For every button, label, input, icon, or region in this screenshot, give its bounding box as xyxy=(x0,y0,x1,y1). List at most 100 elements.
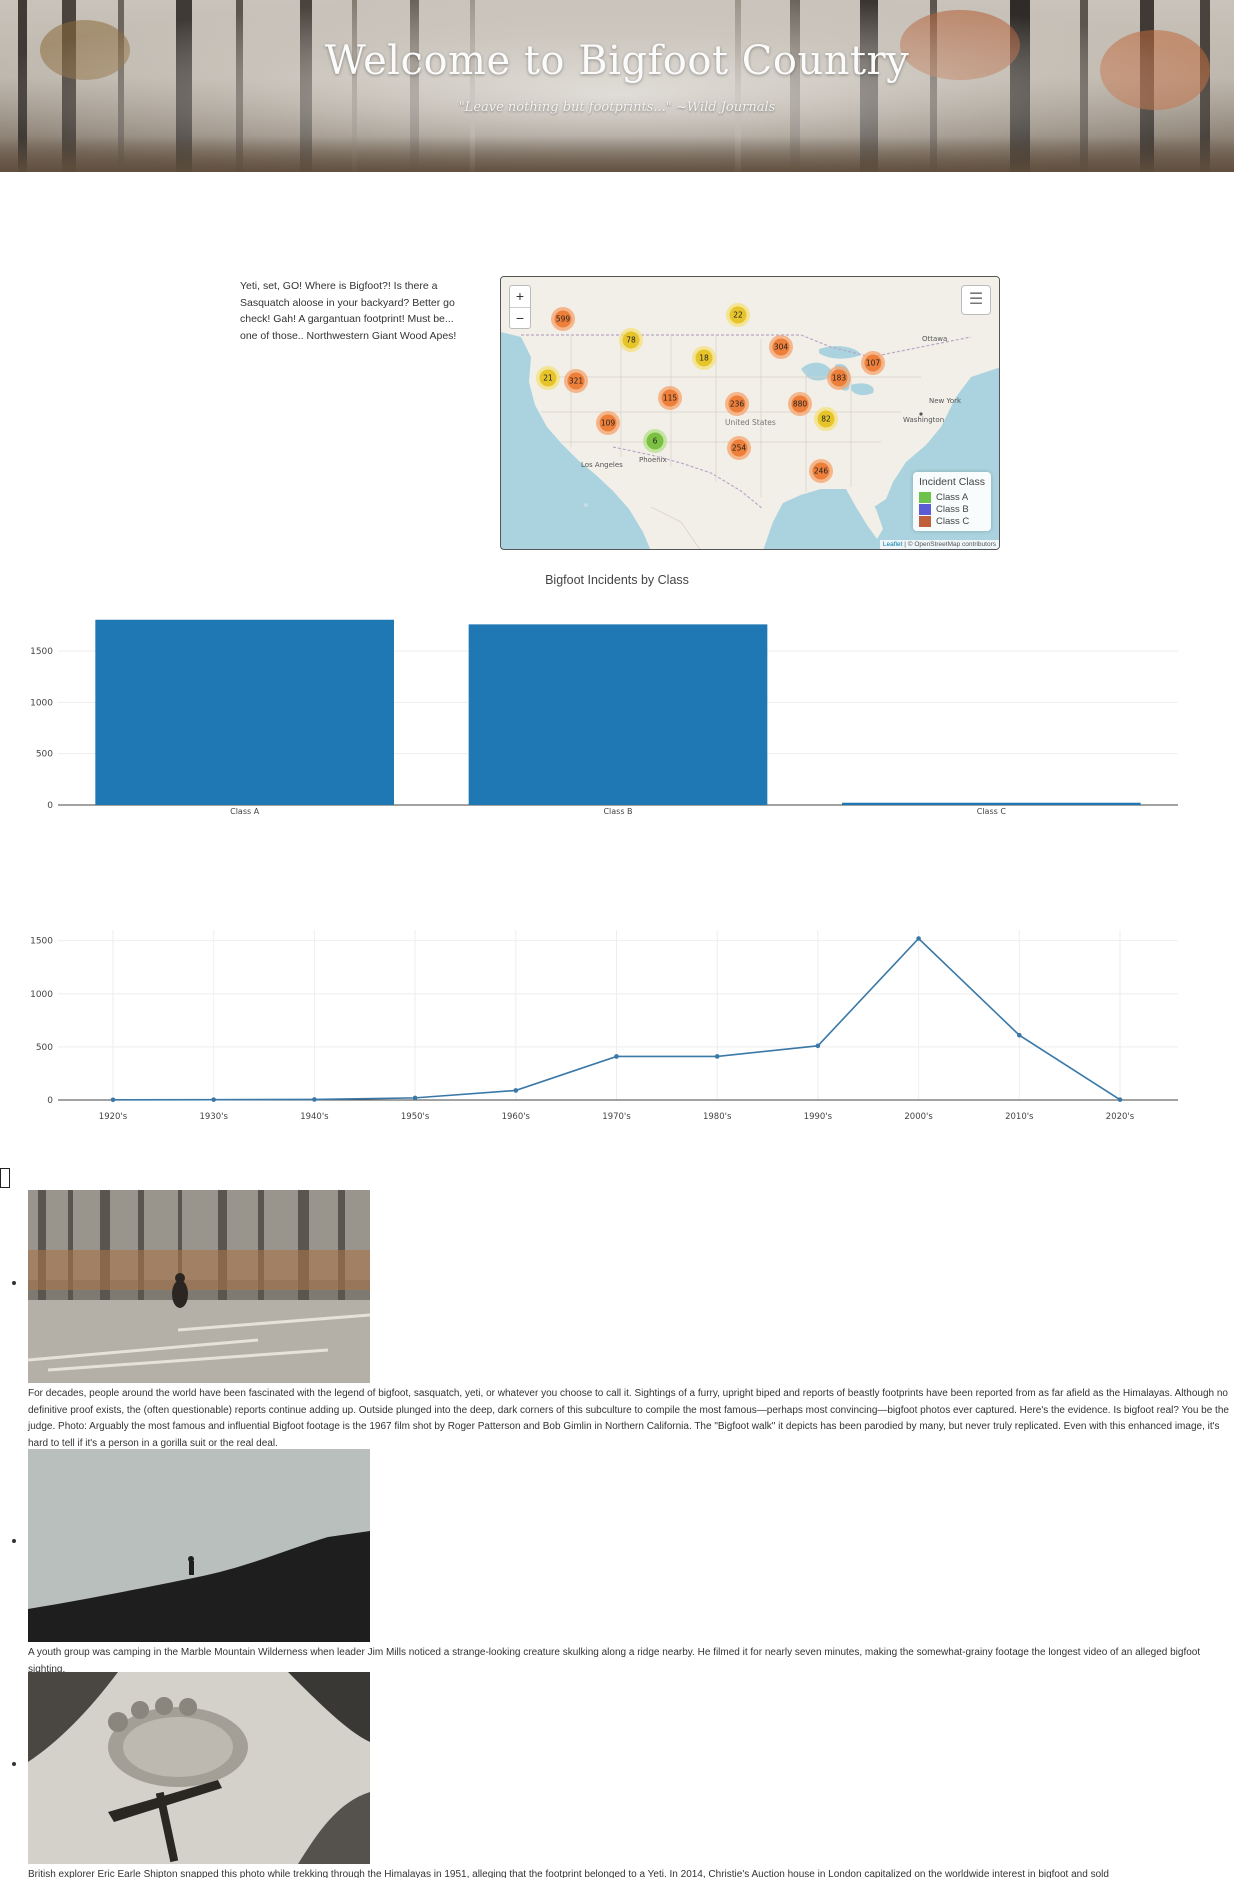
cluster-count: 22 xyxy=(733,311,743,320)
data-point[interactable] xyxy=(110,1097,116,1103)
y-tick-label: 500 xyxy=(36,1043,53,1053)
bar[interactable] xyxy=(95,619,394,805)
cluster-count: 82 xyxy=(821,415,831,424)
data-point[interactable] xyxy=(916,936,921,941)
legend-item: Class C xyxy=(919,515,985,527)
marker-cluster[interactable]: 236 xyxy=(725,392,749,416)
legend-label: Class A xyxy=(936,491,969,503)
intro-text: Yeti, set, GO! Where is Bigfoot?! Is the… xyxy=(240,280,457,342)
zoom-control: + − xyxy=(509,285,531,329)
data-point[interactable] xyxy=(1117,1097,1123,1102)
zoom-in-button[interactable]: + xyxy=(515,288,525,304)
place-label-washington: Washington xyxy=(903,416,944,424)
bigfoot-film-photo xyxy=(28,1190,370,1383)
osm-attribution[interactable]: | © OpenStreetMap contributors xyxy=(904,541,996,548)
cluster-count: 109 xyxy=(601,419,616,428)
x-tick-label: Class A xyxy=(230,807,260,816)
map-canvas[interactable]: Ottawa New York Washington United States… xyxy=(501,277,1000,550)
cluster-count: 599 xyxy=(556,315,571,324)
cluster-count: 183 xyxy=(832,374,847,383)
data-point[interactable] xyxy=(513,1088,519,1093)
gallery-caption: For decades, people around the world hav… xyxy=(28,1388,1229,1449)
gallery-caption: A youth group was camping in the Marble … xyxy=(28,1647,1201,1675)
legend-item: Class B xyxy=(919,503,985,515)
x-tick-label: 2000's xyxy=(904,1112,933,1122)
layers-icon[interactable]: ☰ xyxy=(961,285,991,315)
data-point[interactable] xyxy=(211,1097,216,1102)
zoom-out-button[interactable]: − xyxy=(510,307,530,328)
cluster-count: 254 xyxy=(732,444,747,453)
legend-swatch-a xyxy=(919,491,931,503)
cluster-count: 78 xyxy=(626,336,636,345)
ridge-silhouette-photo xyxy=(28,1449,370,1642)
cluster-count: 6 xyxy=(653,437,658,446)
marker-cluster[interactable]: 880 xyxy=(788,392,812,416)
marker-cluster[interactable]: 254 xyxy=(727,436,751,460)
data-point[interactable] xyxy=(714,1054,720,1059)
bar-chart: 0 500 1000 1500 Class A Class B Class C xyxy=(30,619,1178,816)
cluster-count: 21 xyxy=(543,374,553,383)
marker-cluster[interactable]: 78 xyxy=(619,328,643,352)
snow-footprint-photo xyxy=(28,1672,370,1864)
y-tick-label: 500 xyxy=(36,750,53,760)
x-tick-label: Class B xyxy=(603,807,632,816)
legend-title: Incident Class xyxy=(919,476,985,488)
y-tick-label: 1000 xyxy=(30,990,53,1000)
page-title: Welcome to Bigfoot Country xyxy=(324,38,910,84)
cluster-count: 880 xyxy=(793,400,808,409)
list-bullet xyxy=(12,1762,16,1766)
legend-swatch-b xyxy=(919,503,931,515)
legend-item: Class A xyxy=(919,491,985,503)
marker-cluster[interactable]: 109 xyxy=(596,411,620,435)
gallery-caption: British explorer Eric Earle Shipton snap… xyxy=(28,1869,1109,1878)
marker-cluster[interactable]: 115 xyxy=(658,386,682,410)
marker-cluster[interactable]: 599 xyxy=(551,307,575,331)
cluster-count: 304 xyxy=(774,343,789,352)
marker-cluster[interactable]: 183 xyxy=(827,366,851,390)
place-label-los-angeles: Los Angeles xyxy=(581,461,623,469)
x-tick-label: 1930's xyxy=(199,1112,228,1122)
x-tick-label: 1980's xyxy=(703,1112,732,1122)
legend-swatch-c xyxy=(919,515,931,527)
cluster-count: 18 xyxy=(699,354,709,363)
header-banner: Welcome to Bigfoot Country "Leave nothin… xyxy=(0,0,1234,172)
leaflet-link[interactable]: Leaflet xyxy=(882,541,903,548)
marker-cluster[interactable]: 107 xyxy=(861,351,885,375)
y-tick-label: 1500 xyxy=(30,647,53,657)
data-point[interactable] xyxy=(815,1043,821,1049)
map-attribution: Leaflet | © OpenStreetMap contributors xyxy=(879,540,999,549)
list-bullet xyxy=(12,1281,16,1285)
y-tick-label: 0 xyxy=(47,801,53,811)
marker-cluster[interactable]: 304 xyxy=(769,335,793,359)
carousel-control[interactable] xyxy=(0,1168,10,1188)
marker-cluster[interactable]: 6 xyxy=(643,429,667,453)
place-label-new-york: New York xyxy=(929,397,962,405)
incident-map[interactable]: Ottawa New York Washington United States… xyxy=(500,276,1000,550)
data-point[interactable] xyxy=(412,1095,418,1101)
legend-label: Class C xyxy=(936,515,970,527)
cluster-count: 321 xyxy=(569,377,584,386)
x-tick-label: 1960's xyxy=(502,1112,531,1122)
x-tick-label: 1990's xyxy=(804,1112,833,1122)
legend-label: Class B xyxy=(936,503,969,515)
data-point[interactable] xyxy=(312,1097,317,1102)
bar-chart-title: Bigfoot Incidents by Class xyxy=(545,573,689,587)
marker-cluster[interactable]: 18 xyxy=(692,346,716,370)
x-tick-label: 2010's xyxy=(1005,1112,1034,1122)
y-tick-label: 0 xyxy=(47,1096,53,1106)
data-point[interactable] xyxy=(1017,1032,1022,1038)
data-point[interactable] xyxy=(614,1054,619,1059)
x-tick-label: 1940's xyxy=(300,1112,329,1122)
marker-cluster[interactable]: 321 xyxy=(564,369,588,393)
bar[interactable] xyxy=(842,802,1141,805)
marker-cluster[interactable]: 246 xyxy=(809,459,833,483)
x-tick-label: 1950's xyxy=(401,1112,430,1122)
cluster-count: 115 xyxy=(663,394,678,403)
marker-cluster[interactable]: 22 xyxy=(726,303,750,327)
marker-cluster[interactable]: 82 xyxy=(814,407,838,431)
bar[interactable] xyxy=(468,624,768,805)
cluster-count: 246 xyxy=(814,467,829,476)
marker-cluster[interactable]: 21 xyxy=(536,366,560,390)
x-tick-label: Class C xyxy=(977,807,1007,816)
line-chart: 0 500 1000 1500 1920's 1930's 1940's 1950's 1960… xyxy=(30,930,1178,1122)
